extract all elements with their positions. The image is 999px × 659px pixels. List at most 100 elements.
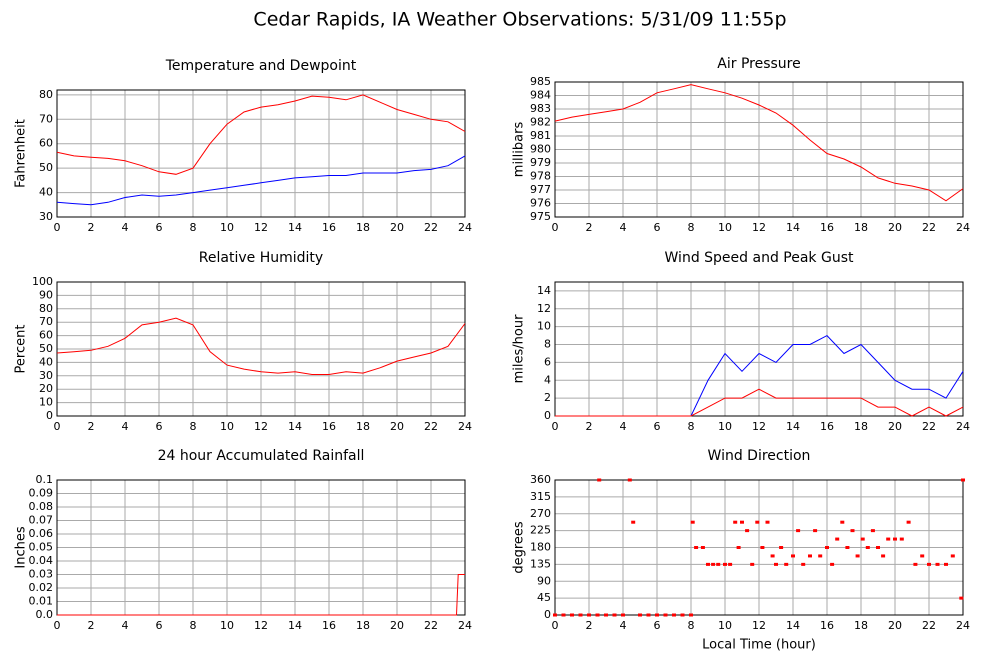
y-tick-label: 100 bbox=[32, 275, 53, 288]
point bbox=[808, 554, 812, 558]
y-tick-label: 0.07 bbox=[29, 514, 54, 527]
point bbox=[850, 529, 855, 533]
point bbox=[818, 554, 823, 558]
point bbox=[663, 613, 668, 617]
y-tick-label: 80 bbox=[39, 88, 53, 101]
point bbox=[711, 562, 716, 566]
x-tick-label: 2 bbox=[586, 221, 593, 234]
point bbox=[825, 546, 829, 549]
point bbox=[745, 529, 750, 533]
point bbox=[855, 554, 860, 558]
y-tick-label: 979 bbox=[530, 156, 551, 169]
y-tick-label: 0.09 bbox=[29, 487, 54, 500]
x-tick-label: 10 bbox=[718, 420, 732, 433]
x-tick-label: 22 bbox=[424, 221, 438, 234]
point bbox=[796, 529, 801, 533]
point bbox=[728, 562, 733, 566]
x-tick-label: 6 bbox=[156, 221, 163, 234]
x-tick-label: 16 bbox=[322, 420, 336, 433]
y-tick-label: 982 bbox=[530, 116, 551, 129]
x-tick-label: 4 bbox=[620, 420, 627, 433]
point bbox=[779, 546, 784, 549]
series-line bbox=[56, 94, 466, 175]
y-tick-label: 2 bbox=[544, 391, 551, 404]
x-tick-label: 22 bbox=[424, 619, 438, 632]
x-tick-label: 24 bbox=[956, 619, 970, 632]
x-tick-label: 0 bbox=[54, 619, 61, 632]
x-tick-label: 22 bbox=[922, 619, 936, 632]
y-tick-label: 60 bbox=[39, 329, 53, 342]
series-line bbox=[56, 155, 466, 206]
point bbox=[860, 537, 865, 541]
y-tick-label: 70 bbox=[39, 112, 53, 125]
y-tick-label: 8 bbox=[544, 338, 551, 351]
chart-title: Wind Speed and Peak Gust bbox=[665, 250, 854, 266]
point bbox=[791, 554, 795, 558]
y-tick-label: 70 bbox=[39, 315, 53, 328]
x-tick-label: 2 bbox=[586, 619, 593, 632]
y-tick-label: 30 bbox=[39, 210, 53, 223]
x-tick-label: 10 bbox=[718, 619, 732, 632]
y-tick-label: 981 bbox=[530, 129, 551, 142]
x-tick-label: 12 bbox=[752, 221, 766, 234]
point bbox=[740, 520, 744, 524]
x-axis-label: Local Time (hour) bbox=[702, 638, 816, 653]
x-tick-label: 0 bbox=[552, 420, 559, 433]
x-tick-label: 18 bbox=[356, 221, 370, 234]
y-tick-label: 983 bbox=[530, 102, 551, 115]
x-tick-label: 14 bbox=[288, 619, 302, 632]
point bbox=[604, 613, 608, 617]
point bbox=[621, 613, 625, 617]
point bbox=[784, 562, 789, 566]
x-tick-label: 6 bbox=[654, 619, 661, 632]
y-tick-label: 50 bbox=[39, 342, 53, 355]
point bbox=[840, 520, 845, 524]
y-tick-label: 50 bbox=[39, 161, 53, 174]
y-tick-label: 0.02 bbox=[29, 581, 54, 594]
y-tick-label: 180 bbox=[530, 541, 551, 554]
x-tick-label: 20 bbox=[888, 221, 902, 234]
x-tick-label: 12 bbox=[752, 420, 766, 433]
y-tick-label: 978 bbox=[530, 170, 551, 183]
y-tick-label: 315 bbox=[530, 490, 551, 503]
x-tick-label: 8 bbox=[688, 619, 695, 632]
point bbox=[700, 546, 705, 549]
point bbox=[694, 546, 699, 549]
y-tick-label: 360 bbox=[530, 473, 551, 486]
y-tick-label: 985 bbox=[530, 75, 551, 88]
y-axis-label: Inches bbox=[14, 526, 29, 568]
y-tick-label: 4 bbox=[544, 373, 551, 386]
point bbox=[959, 596, 964, 600]
point bbox=[578, 613, 583, 617]
page-title: Cedar Rapids, IA Weather Observations: 5… bbox=[253, 9, 786, 31]
x-tick-label: 20 bbox=[390, 221, 404, 234]
y-tick-label: 0.08 bbox=[29, 500, 54, 513]
y-tick-label: 0.05 bbox=[29, 541, 54, 554]
point bbox=[736, 546, 741, 549]
x-tick-label: 4 bbox=[620, 619, 627, 632]
x-tick-label: 14 bbox=[786, 619, 800, 632]
point bbox=[690, 520, 695, 524]
x-tick-label: 14 bbox=[288, 221, 302, 234]
y-tick-label: 40 bbox=[39, 186, 53, 199]
y-axis-label: millibars bbox=[512, 122, 527, 178]
x-tick-label: 10 bbox=[220, 619, 234, 632]
x-tick-label: 16 bbox=[322, 221, 336, 234]
x-tick-label: 2 bbox=[88, 619, 95, 632]
y-axis-label: degrees bbox=[512, 521, 527, 574]
point bbox=[813, 529, 818, 533]
plot-frame bbox=[554, 281, 964, 417]
y-tick-label: 0.0 bbox=[36, 608, 54, 621]
point bbox=[680, 613, 685, 617]
x-tick-label: 10 bbox=[718, 221, 732, 234]
point bbox=[706, 562, 710, 566]
point bbox=[570, 613, 574, 617]
point bbox=[765, 520, 770, 524]
x-tick-label: 12 bbox=[254, 221, 268, 234]
point bbox=[716, 562, 721, 566]
y-tick-label: 90 bbox=[537, 574, 551, 587]
x-tick-label: 24 bbox=[956, 221, 970, 234]
x-tick-label: 16 bbox=[820, 221, 834, 234]
point bbox=[770, 554, 775, 558]
